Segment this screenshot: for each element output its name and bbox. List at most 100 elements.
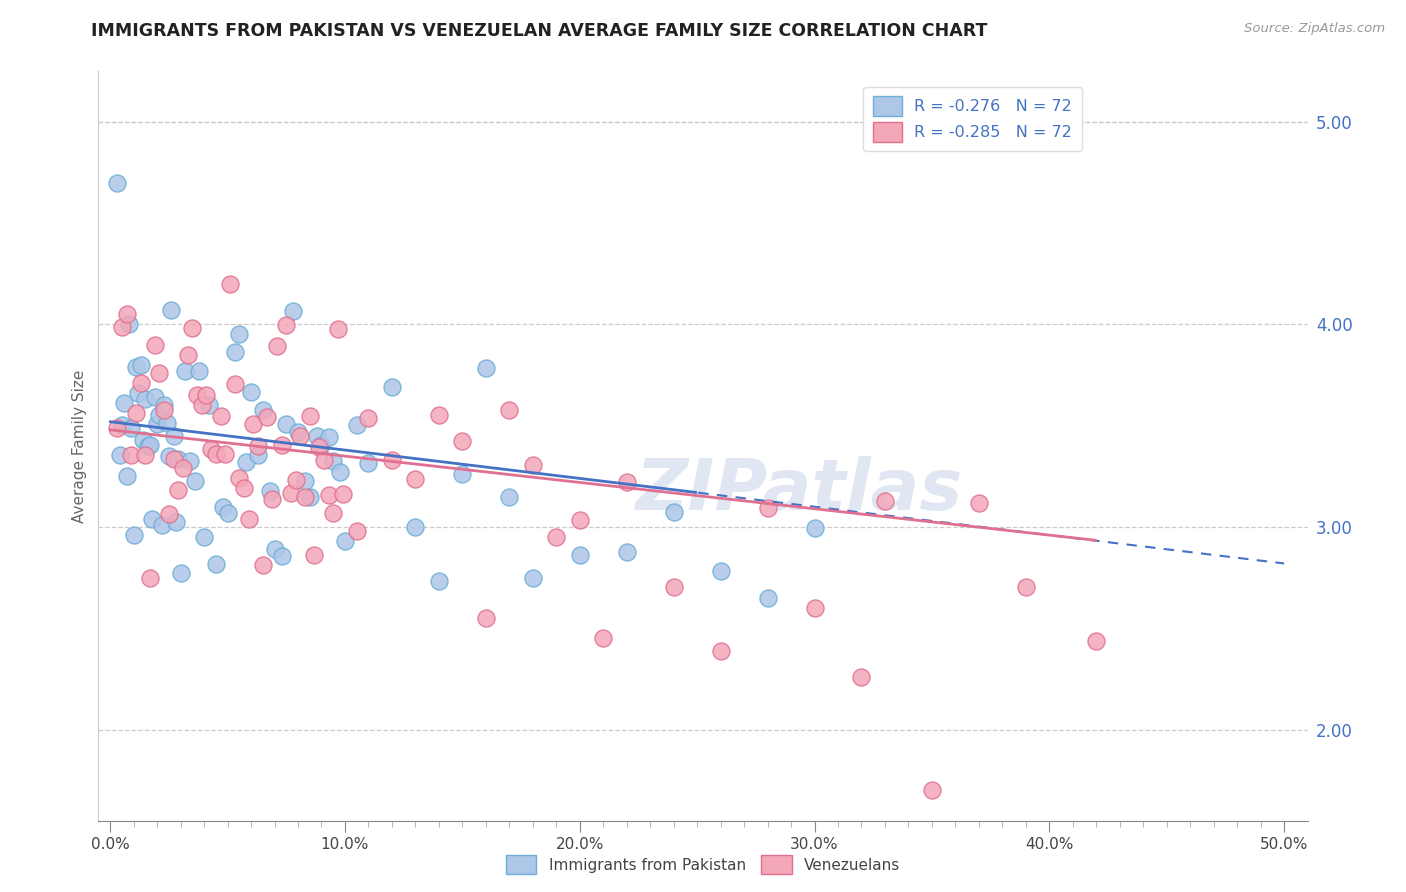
- Point: [214, 447, 236, 461]
- Point: [851, 670, 873, 684]
- Point: [252, 402, 274, 417]
- Text: IMMIGRANTS FROM PAKISTAN VS VENEZUELAN AVERAGE FAMILY SIZE CORRELATION CHART: IMMIGRANTS FROM PAKISTAN VS VENEZUELAN A…: [91, 22, 988, 40]
- Point: [143, 337, 166, 351]
- Point: [475, 611, 498, 625]
- Point: [333, 534, 356, 549]
- Point: [427, 574, 450, 589]
- Point: [308, 440, 330, 454]
- Point: [710, 643, 733, 657]
- Point: [404, 472, 426, 486]
- Point: [193, 530, 215, 544]
- Point: [219, 277, 242, 291]
- Point: [287, 425, 309, 439]
- Point: [148, 366, 170, 380]
- Point: [167, 483, 190, 497]
- Point: [568, 548, 591, 562]
- Point: [228, 326, 250, 341]
- Point: [270, 549, 292, 563]
- Point: [153, 399, 176, 413]
- Point: [162, 451, 184, 466]
- Point: [105, 176, 128, 190]
- Point: [120, 421, 142, 435]
- Point: [662, 580, 685, 594]
- Legend: Immigrants from Pakistan, Venezuelans: Immigrants from Pakistan, Venezuelans: [499, 849, 907, 880]
- Point: [298, 490, 321, 504]
- Point: [181, 321, 204, 335]
- Point: [242, 417, 264, 432]
- Point: [139, 570, 162, 584]
- Point: [921, 783, 943, 797]
- Point: [162, 429, 184, 443]
- Point: [118, 318, 141, 332]
- Point: [212, 500, 235, 514]
- Point: [357, 411, 380, 425]
- Point: [179, 453, 201, 467]
- Point: [146, 417, 169, 431]
- Point: [616, 545, 638, 559]
- Point: [290, 429, 312, 443]
- Point: [172, 460, 194, 475]
- Point: [967, 495, 990, 509]
- Point: [252, 558, 274, 573]
- Point: [183, 474, 205, 488]
- Point: [122, 528, 145, 542]
- Point: [803, 601, 825, 615]
- Point: [228, 471, 250, 485]
- Point: [346, 524, 368, 538]
- Point: [522, 458, 544, 472]
- Point: [165, 515, 187, 529]
- Point: [263, 542, 285, 557]
- Point: [326, 322, 349, 336]
- Point: [546, 530, 568, 544]
- Point: [329, 466, 352, 480]
- Point: [283, 304, 305, 318]
- Point: [139, 438, 162, 452]
- Point: [318, 488, 340, 502]
- Point: [235, 455, 257, 469]
- Point: [568, 513, 591, 527]
- Point: [111, 418, 134, 433]
- Point: [284, 474, 307, 488]
- Point: [451, 434, 474, 448]
- Point: [475, 360, 498, 375]
- Point: [224, 377, 246, 392]
- Point: [134, 392, 156, 407]
- Point: [155, 416, 177, 430]
- Point: [276, 417, 298, 431]
- Point: [108, 448, 131, 462]
- Point: [204, 557, 226, 571]
- Point: [346, 418, 368, 433]
- Point: [312, 453, 335, 467]
- Point: [195, 388, 218, 402]
- Point: [238, 512, 260, 526]
- Point: [270, 437, 292, 451]
- Point: [240, 384, 263, 399]
- Point: [404, 520, 426, 534]
- Point: [247, 448, 270, 462]
- Point: [756, 591, 779, 605]
- Point: [381, 380, 404, 394]
- Point: [1015, 580, 1038, 594]
- Point: [803, 521, 825, 535]
- Point: [616, 475, 638, 489]
- Point: [197, 398, 219, 412]
- Point: [169, 566, 191, 581]
- Point: [186, 388, 208, 402]
- Point: [311, 438, 333, 452]
- Point: [294, 474, 316, 488]
- Point: [332, 487, 354, 501]
- Point: [150, 517, 173, 532]
- Point: [247, 439, 270, 453]
- Point: [357, 456, 380, 470]
- Point: [318, 430, 340, 444]
- Point: [266, 339, 288, 353]
- Point: [217, 506, 239, 520]
- Point: [176, 348, 198, 362]
- Text: ZIPatlas: ZIPatlas: [636, 457, 963, 525]
- Point: [233, 481, 256, 495]
- Point: [167, 451, 190, 466]
- Point: [756, 501, 779, 516]
- Point: [262, 492, 284, 507]
- Point: [136, 439, 159, 453]
- Point: [305, 429, 328, 443]
